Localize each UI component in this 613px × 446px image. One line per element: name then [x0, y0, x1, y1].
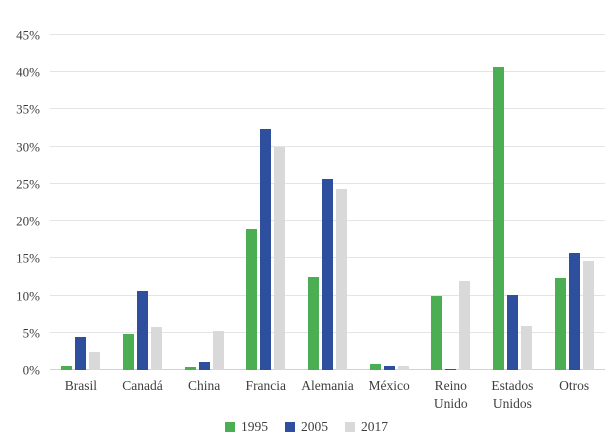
bar-2017	[520, 326, 532, 370]
bar-2005	[260, 128, 272, 370]
legend-swatch-icon	[345, 422, 355, 432]
gridline	[50, 71, 605, 73]
bar-1995	[431, 296, 443, 370]
bar-2005	[383, 365, 395, 370]
bar-2005	[321, 178, 333, 370]
x-category-label: Alemania	[301, 378, 354, 393]
x-category-label: Canadá	[122, 378, 163, 393]
legend-label: 1995	[241, 419, 268, 434]
x-category-label: Estados Unidos	[491, 378, 534, 412]
bar-2017	[582, 260, 594, 370]
plot-area: Brasil Canadá China Francia Alemania México Re…	[50, 20, 605, 411]
bar-group: China	[184, 20, 224, 393]
bar-2005	[445, 368, 457, 370]
bar-2017	[335, 189, 347, 370]
bar-group: Francia	[246, 20, 286, 393]
bar-2005	[75, 337, 87, 370]
gridline	[50, 108, 605, 110]
x-category-label: Francia	[245, 378, 287, 393]
gridline	[50, 145, 605, 147]
bar-1995	[246, 228, 258, 370]
legend-swatch-icon	[285, 422, 295, 432]
bar-2017	[459, 280, 471, 370]
legend-item-1995: 1995	[225, 419, 268, 435]
y-tick-label: 10%	[16, 288, 40, 304]
gridline	[50, 33, 605, 35]
y-tick-label: 0%	[22, 362, 40, 378]
bar-2017	[150, 326, 162, 370]
bar-1995	[122, 334, 134, 370]
bar-group: México	[368, 20, 410, 393]
y-tick-label: 30%	[16, 139, 40, 155]
x-category-label: China	[188, 378, 221, 393]
bar-2005	[568, 253, 580, 370]
y-tick-label: 45%	[16, 27, 40, 43]
legend-label: 2005	[301, 419, 328, 434]
bar-2005	[136, 291, 148, 370]
bar-group: Otros	[554, 20, 594, 393]
bar-group: Reino Unido	[431, 20, 471, 411]
bar-1995	[369, 364, 381, 370]
legend: 1995 2005 2017	[0, 419, 613, 435]
bar-group: Brasil	[61, 20, 101, 393]
bar-groups: Brasil Canadá China Francia Alemania México Re…	[50, 20, 605, 411]
bar-group: Canadá	[122, 20, 163, 393]
y-tick-label: 35%	[16, 101, 40, 117]
bar-2017	[89, 352, 101, 370]
y-tick-label: 40%	[16, 64, 40, 80]
y-axis-tick-labels: 0% 5% 10% 15% 20% 25% 30% 35% 40% 45%	[0, 20, 40, 376]
y-tick-label: 25%	[16, 176, 40, 192]
legend-swatch-icon	[225, 422, 235, 432]
x-category-label: Otros	[559, 378, 590, 393]
bar-group: Estados Unidos	[491, 20, 533, 411]
x-category-label: Reino Unido	[433, 378, 468, 412]
legend-label: 2017	[361, 419, 388, 434]
x-category-label: México	[368, 378, 410, 393]
bar-2017	[397, 366, 409, 370]
bar-1995	[184, 367, 196, 370]
y-tick-label: 15%	[16, 250, 40, 266]
bar-2017	[212, 331, 224, 370]
bar-1995	[554, 278, 566, 370]
bar-1995	[492, 66, 504, 370]
bar-group: Alemania	[301, 20, 354, 393]
y-tick-label: 5%	[22, 325, 40, 341]
legend-item-2017: 2017	[345, 419, 388, 435]
bar-1995	[61, 365, 73, 370]
bar-1995	[307, 276, 319, 370]
legend-item-2005: 2005	[285, 419, 328, 435]
y-tick-label: 20%	[16, 213, 40, 229]
bar-2005	[506, 294, 518, 370]
bar-2005	[198, 361, 210, 370]
bar-2017	[274, 147, 286, 370]
x-category-label: Brasil	[64, 378, 97, 393]
